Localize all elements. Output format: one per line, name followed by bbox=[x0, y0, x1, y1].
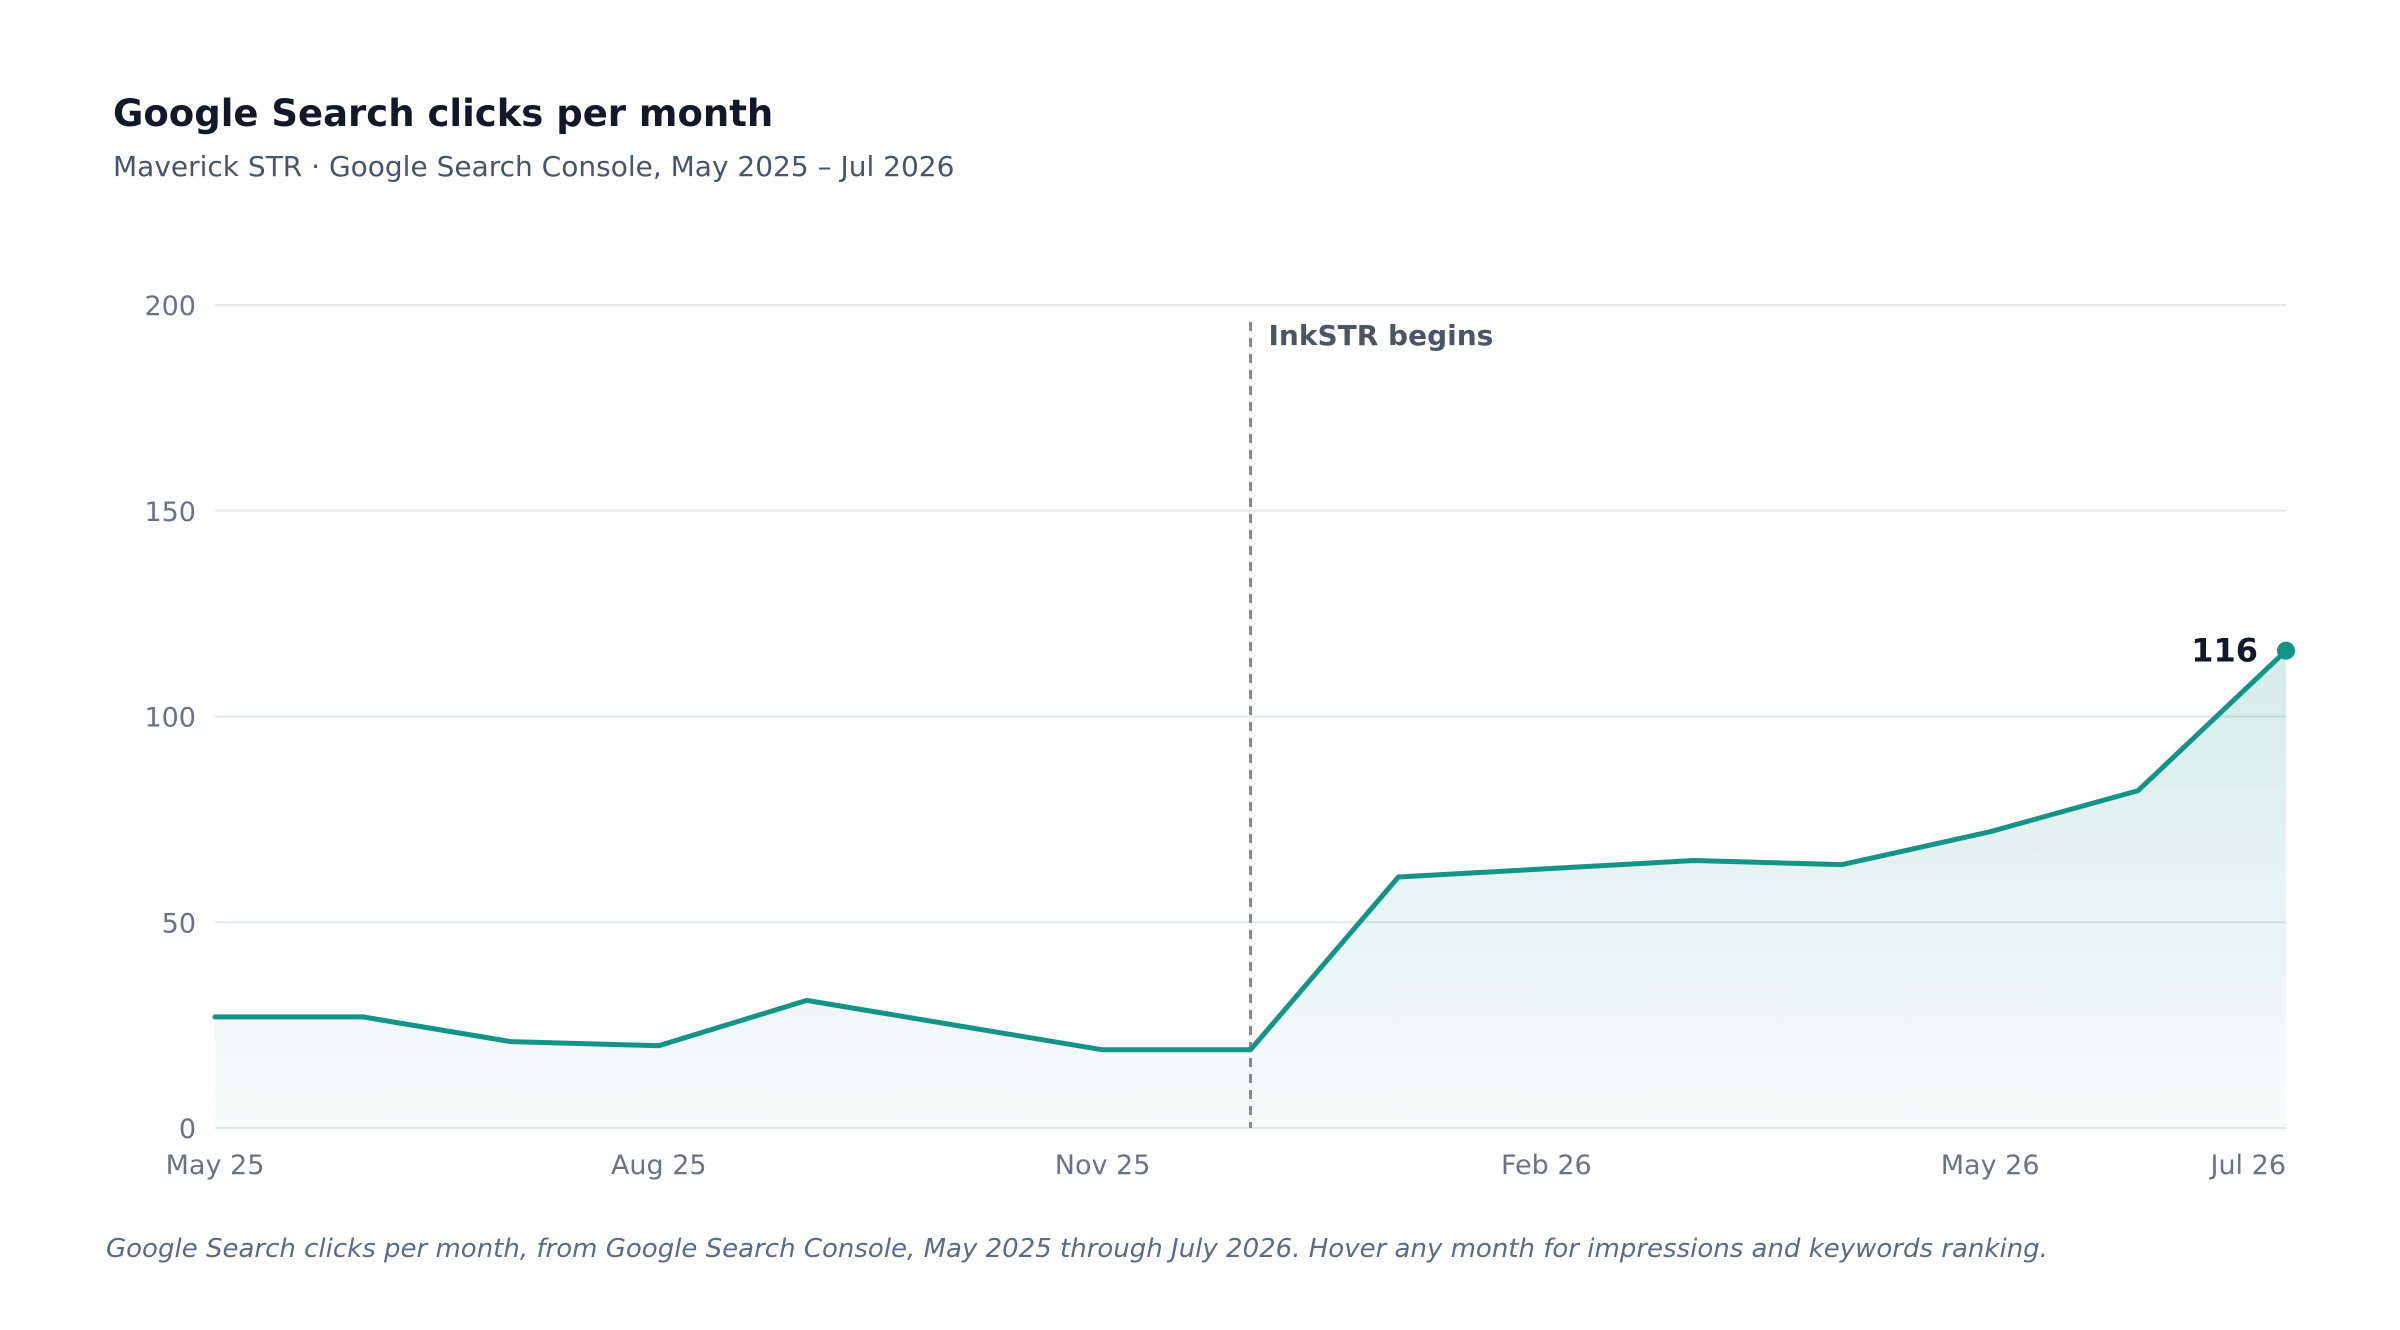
data-point-2026-05 bbox=[1986, 828, 1994, 836]
data-point-2026-04 bbox=[1838, 861, 1846, 869]
data-point-2026-06 bbox=[2134, 787, 2142, 795]
y-tick-label-100: 100 bbox=[144, 703, 196, 734]
annotation: InkSTR begins bbox=[1249, 319, 1494, 1128]
data-point-2025-11 bbox=[1099, 1046, 1107, 1054]
data-point-2026-07 bbox=[2277, 641, 2295, 660]
y-tick-label-50: 50 bbox=[162, 908, 196, 939]
x-tick-label-2026-05: May 26 bbox=[1941, 1150, 2040, 1181]
chart-title: Google Search clicks per month bbox=[113, 92, 774, 135]
data-point-2026-02 bbox=[1542, 865, 1550, 873]
x-tick-label-2026-07: Jul 26 bbox=[2208, 1150, 2286, 1181]
x-tick-label-2026-02: Feb 26 bbox=[1501, 1150, 1592, 1181]
clicks-line bbox=[212, 648, 2289, 1053]
end-value-label: 116 bbox=[2191, 632, 2258, 670]
x-axis: May 25 Aug 25 Nov 25 Feb 26 May 26 Jul 26 bbox=[166, 1150, 2286, 1181]
y-tick-label-200: 200 bbox=[144, 291, 196, 322]
data-point-2025-08 bbox=[655, 1042, 663, 1050]
chart-subtitle: Maverick STR · Google Search Console, Ma… bbox=[113, 150, 955, 183]
annotation-label: InkSTR begins bbox=[1269, 319, 1494, 352]
clicks-area bbox=[215, 650, 2286, 1128]
data-point-2025-09 bbox=[803, 996, 811, 1004]
data-point-2025-10 bbox=[951, 1021, 959, 1029]
data-point-2025-07 bbox=[507, 1038, 515, 1046]
data-point-2025-05 bbox=[211, 1013, 219, 1021]
data-point-2026-03 bbox=[1690, 857, 1698, 865]
data-point-2026-01 bbox=[1394, 873, 1402, 881]
data-points bbox=[211, 641, 2295, 1054]
x-tick-label-2025-11: Nov 25 bbox=[1055, 1150, 1151, 1181]
end-label: 116 bbox=[2191, 632, 2258, 670]
chart-caption: Google Search clicks per month, from Goo… bbox=[106, 1234, 2048, 1264]
data-point-2025-12 bbox=[1247, 1046, 1255, 1054]
y-tick-label-150: 150 bbox=[144, 497, 196, 528]
y-tick-label-0: 0 bbox=[179, 1114, 196, 1145]
x-tick-label-2025-05: May 25 bbox=[166, 1150, 265, 1181]
x-tick-label-2025-08: Aug 25 bbox=[611, 1150, 707, 1181]
y-axis: 0 50 100 150 200 bbox=[144, 291, 196, 1145]
data-point-2025-06 bbox=[359, 1013, 367, 1021]
